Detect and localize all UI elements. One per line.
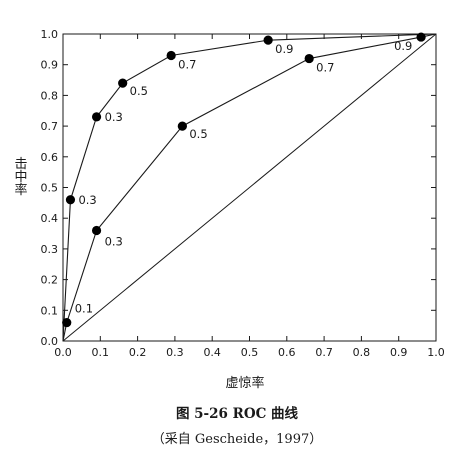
- x-tick-label: 0.1: [92, 346, 110, 359]
- series-layer: [62, 32, 437, 342]
- roc-point: [177, 121, 187, 131]
- roc-point: [416, 32, 426, 42]
- y-tick-label: 0.8: [41, 89, 59, 102]
- point-label: 0.3: [78, 193, 96, 207]
- y-axis-title: 击中率: [12, 157, 28, 196]
- axes: 0.0 0.1 0.2 0.3 0.4 0.5 0.6 0.7 0.8 0.9 1.00.00.10…: [41, 28, 445, 359]
- point-label: 0.9: [275, 42, 293, 56]
- x-tick-label: 1.0: [427, 346, 445, 359]
- roc-point: [65, 195, 76, 205]
- x-axis-title: 虚惊率: [225, 375, 264, 391]
- y-tick-label: 0.2: [41, 274, 59, 287]
- roc-point: [166, 50, 176, 61]
- x-tick-label: 0.6: [278, 346, 296, 359]
- x-tick-label: 0.3: [166, 346, 184, 359]
- point-label: 0.3: [105, 234, 123, 248]
- point-label: 0.9: [394, 39, 412, 53]
- roc-point: [91, 112, 102, 122]
- x-tick-label: 0.8: [353, 346, 371, 359]
- y-tick-label: 0.0: [41, 335, 59, 348]
- point-label: 0.5: [130, 84, 148, 98]
- figure-source: （采自 Gescheide，1997）: [151, 432, 323, 447]
- y-tick-label: 1.0: [41, 28, 59, 41]
- x-tick-label: 0.5: [241, 346, 259, 359]
- x-tick-label: 0.9: [390, 346, 408, 359]
- point-label: 0.7: [316, 61, 334, 75]
- point-label: 0.3: [105, 110, 123, 124]
- y-tick-label: 0.7: [41, 120, 59, 133]
- roc-point: [62, 317, 72, 328]
- point-label: 0.5: [189, 127, 207, 141]
- roc-point: [118, 78, 128, 88]
- x-tick-label: 0.0: [54, 346, 72, 359]
- y-tick-label: 0.3: [41, 243, 59, 256]
- point-labels: 0.3 0.3 0.5 0.7 0.9 0.1 0.3 0.5 0.7 0.9: [75, 39, 413, 316]
- x-tick-label: 0.4: [203, 346, 221, 359]
- x-tick-label: 0.7: [315, 346, 333, 359]
- point-label: 0.7: [178, 57, 196, 71]
- chance-diagonal-line: [62, 33, 437, 342]
- roc-point: [263, 35, 273, 45]
- y-tick-label: 0.1: [41, 304, 59, 317]
- y-tick-label: 0.5: [41, 182, 59, 195]
- y-tick-label: 0.6: [41, 151, 59, 164]
- x-tick-label: 0.2: [129, 346, 147, 359]
- y-tick-label: 0.9: [41, 59, 59, 72]
- diagonal-layer: [62, 33, 437, 342]
- figure-caption: 图 5-26 ROC 曲线: [175, 406, 299, 422]
- roc-point: [91, 225, 102, 236]
- point-label: 0.1: [75, 302, 93, 316]
- y-tick-label: 0.4: [41, 212, 59, 225]
- roc-point: [304, 53, 314, 64]
